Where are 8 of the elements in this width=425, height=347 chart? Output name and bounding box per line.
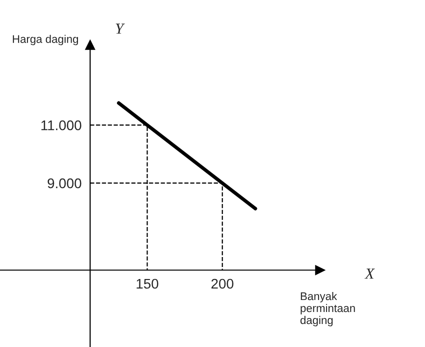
y-tick-label: 9.000 [48,178,82,188]
x-tick-label: 200 [211,278,234,289]
x-axis-title: Banyak permintaan daging [300,292,355,326]
text: Y [116,24,125,34]
text: X [364,268,375,279]
y-tick-label: 11.000 [41,120,82,130]
x-tick-label: 150 [136,278,158,289]
y-axis-title: Harga daging [12,34,78,46]
